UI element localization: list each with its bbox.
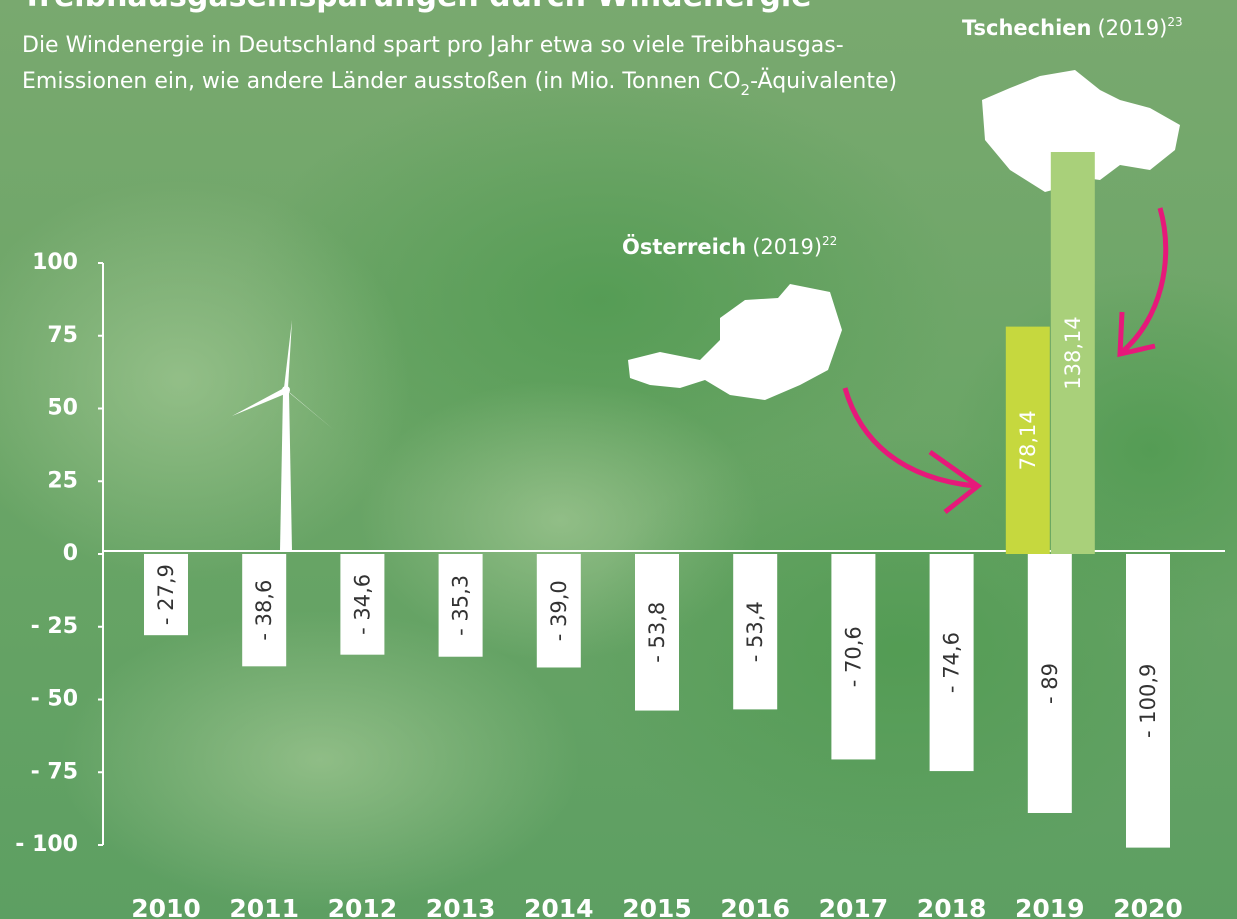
x-tick-label: 2018: [917, 894, 987, 919]
country-year: (2019): [1097, 16, 1167, 40]
x-tick-label: 2011: [229, 894, 299, 919]
y-tick-label: - 50: [31, 687, 78, 712]
value-label: - 27,9: [154, 564, 178, 625]
y-tick-label: - 100: [15, 832, 78, 857]
country-name: Österreich: [622, 234, 746, 259]
x-tick-label: 2020: [1113, 894, 1183, 919]
x-tick-label: 2010: [131, 894, 201, 919]
value-label: - 89: [1038, 663, 1062, 704]
background-blob: [60, 610, 580, 910]
y-tick-label: - 25: [31, 614, 78, 639]
y-tick-label: 100: [32, 250, 78, 275]
subtitle-part: -Äquivalente): [750, 68, 897, 94]
chart-title: Treibhausgaseinsparungen durch Windenerg…: [22, 0, 812, 14]
x-tick-label: 2015: [622, 894, 692, 919]
y-tick-label: 75: [47, 323, 78, 348]
x-tick-label: 2012: [328, 894, 398, 919]
y-tick-label: - 75: [31, 759, 78, 784]
value-label: - 53,4: [743, 601, 767, 662]
value-label: - 53,8: [645, 602, 669, 663]
value-label: - 100,9: [1136, 664, 1160, 738]
x-tick-label: 2016: [720, 894, 790, 919]
value-label: 78,14: [1016, 410, 1040, 470]
value-label: 138,14: [1061, 316, 1085, 389]
x-tick-label: 2019: [1015, 894, 1085, 919]
value-label: - 35,3: [449, 575, 473, 636]
y-tick-label: 25: [47, 468, 78, 493]
subtitle-sub: 2: [741, 81, 751, 99]
value-label: - 38,6: [252, 580, 276, 641]
value-label: - 74,6: [940, 632, 964, 693]
y-tick-label: 0: [63, 541, 78, 566]
x-tick-label: 2014: [524, 894, 594, 919]
footnote: 23: [1167, 15, 1182, 29]
value-label: - 39,0: [547, 580, 571, 641]
subtitle-part: Emissionen ein, wie andere Länder aussto…: [22, 69, 741, 94]
chart: Treibhausgaseinsparungen durch Windenerg…: [0, 0, 1237, 919]
x-tick-label: 2013: [426, 894, 496, 919]
annotation: Österreich(2019)22: [622, 234, 837, 259]
country-year: (2019): [752, 235, 822, 259]
footnote: 22: [822, 234, 837, 248]
annotation: Tschechien(2019)23: [962, 15, 1183, 40]
country-name: Tschechien: [962, 16, 1091, 40]
value-label: - 34,6: [350, 574, 374, 635]
y-tick-label: 50: [47, 396, 78, 421]
x-tick-label: 2017: [819, 894, 889, 919]
subtitle: Die Windenergie in Deutschland spart pro…: [22, 33, 844, 58]
value-label: - 70,6: [841, 626, 865, 687]
